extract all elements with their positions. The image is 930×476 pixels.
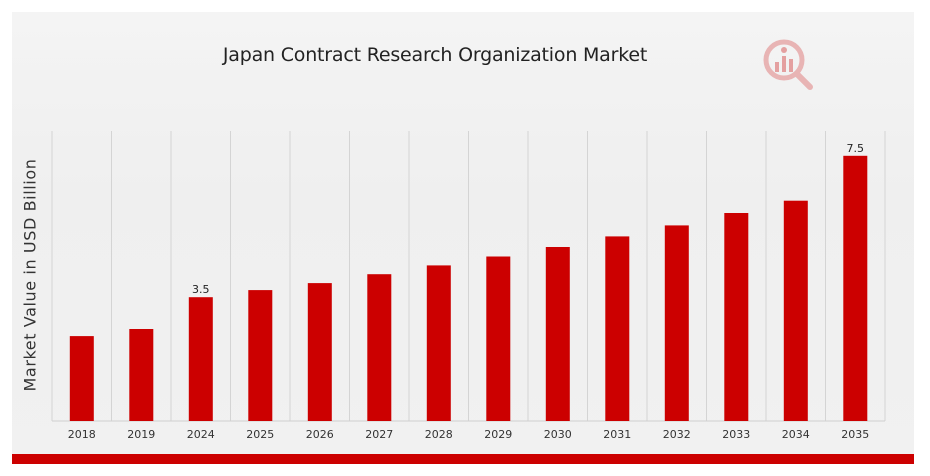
x-tick-label: 2032 xyxy=(663,428,691,441)
bar-2031 xyxy=(605,236,630,421)
data-labels: 3.5 7.5 xyxy=(192,142,864,296)
x-tick-label: 2029 xyxy=(484,428,512,441)
x-tick-label: 2035 xyxy=(841,428,869,441)
bar-2018 xyxy=(69,336,94,421)
bar-2025 xyxy=(248,290,273,421)
x-tick-label: 2028 xyxy=(425,428,453,441)
bar-2019 xyxy=(129,329,154,421)
x-tick-label: 2024 xyxy=(187,428,215,441)
x-tick-label: 2030 xyxy=(544,428,572,441)
bars xyxy=(69,155,868,422)
bar-2029 xyxy=(486,256,511,421)
x-tick-label: 2019 xyxy=(127,428,155,441)
x-tick-labels: 2018 2019 2024 2025 2026 2027 2028 2029 2030 2031… xyxy=(68,428,869,441)
x-tick-label: 2026 xyxy=(306,428,334,441)
bar-2028 xyxy=(426,265,451,421)
gridlines xyxy=(51,131,886,422)
bar-2032 xyxy=(664,225,689,421)
x-tick-label: 2034 xyxy=(782,428,810,441)
bar-2030 xyxy=(545,247,570,421)
chart-frame xyxy=(12,12,914,464)
chart-title: Japan Contract Research Organization Mar… xyxy=(222,44,648,66)
data-label-2024: 3.5 xyxy=(192,283,210,296)
bar-2024 xyxy=(188,297,213,421)
bar-2034 xyxy=(783,200,808,421)
bar-2026 xyxy=(307,283,332,421)
data-label-2035: 7.5 xyxy=(847,142,865,155)
bar-2035 xyxy=(843,155,868,422)
accent-footer-bar xyxy=(12,454,914,464)
bar-2027 xyxy=(367,274,392,421)
x-tick-label: 2025 xyxy=(246,428,274,441)
bar-2033 xyxy=(724,213,749,421)
x-tick-label: 2033 xyxy=(722,428,750,441)
x-tick-label: 2018 xyxy=(68,428,96,441)
x-tick-label: 2027 xyxy=(365,428,393,441)
x-tick-label: 2031 xyxy=(603,428,631,441)
magnifier-bar-chart-icon xyxy=(763,39,813,90)
